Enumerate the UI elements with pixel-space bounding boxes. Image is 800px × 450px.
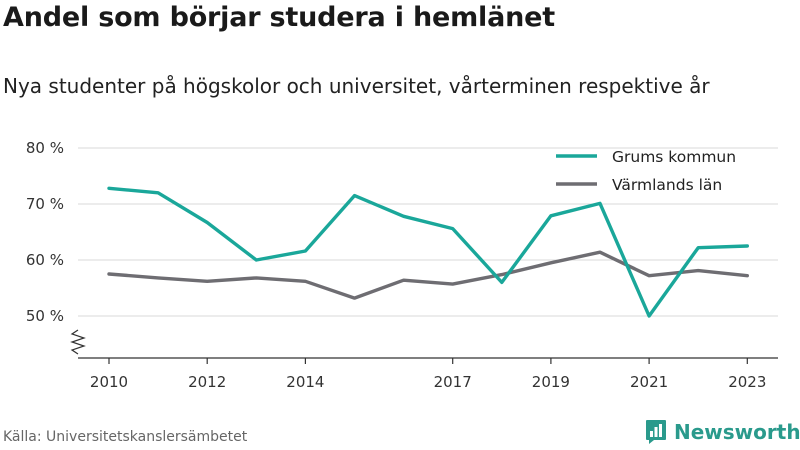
y-tick-label: 50 % — [26, 307, 64, 325]
brand-name: Newsworthy — [674, 420, 800, 444]
chart-subtitle: Nya studenter på högskolor och universit… — [3, 74, 710, 98]
y-tick-label: 80 % — [26, 139, 64, 157]
legend-label: Värmlands län — [612, 176, 722, 194]
y-tick-label: 70 % — [26, 195, 64, 213]
newsworthy-logo-icon — [646, 420, 666, 444]
y-tick-label: 60 % — [26, 251, 64, 269]
chart-title: Andel som börjar studera i hemlänet — [3, 2, 555, 33]
axis-break-icon — [70, 329, 86, 355]
x-tick-label: 2021 — [630, 373, 668, 391]
x-tick-label: 2019 — [532, 373, 570, 391]
x-tick-label: 2014 — [286, 373, 324, 391]
series-line-varmland — [107, 250, 749, 300]
legend-label: Grums kommun — [612, 148, 736, 166]
x-tick-label: 2012 — [188, 373, 226, 391]
source-note: Källa: Universitetskanslersämbetet — [3, 429, 248, 445]
x-tick-label: 2017 — [434, 373, 472, 391]
x-tick-label: 2023 — [728, 373, 766, 391]
x-tick-label: 2010 — [90, 373, 128, 391]
series-line-grums — [107, 186, 749, 318]
brand-logo: Newsworthy — [645, 419, 800, 445]
